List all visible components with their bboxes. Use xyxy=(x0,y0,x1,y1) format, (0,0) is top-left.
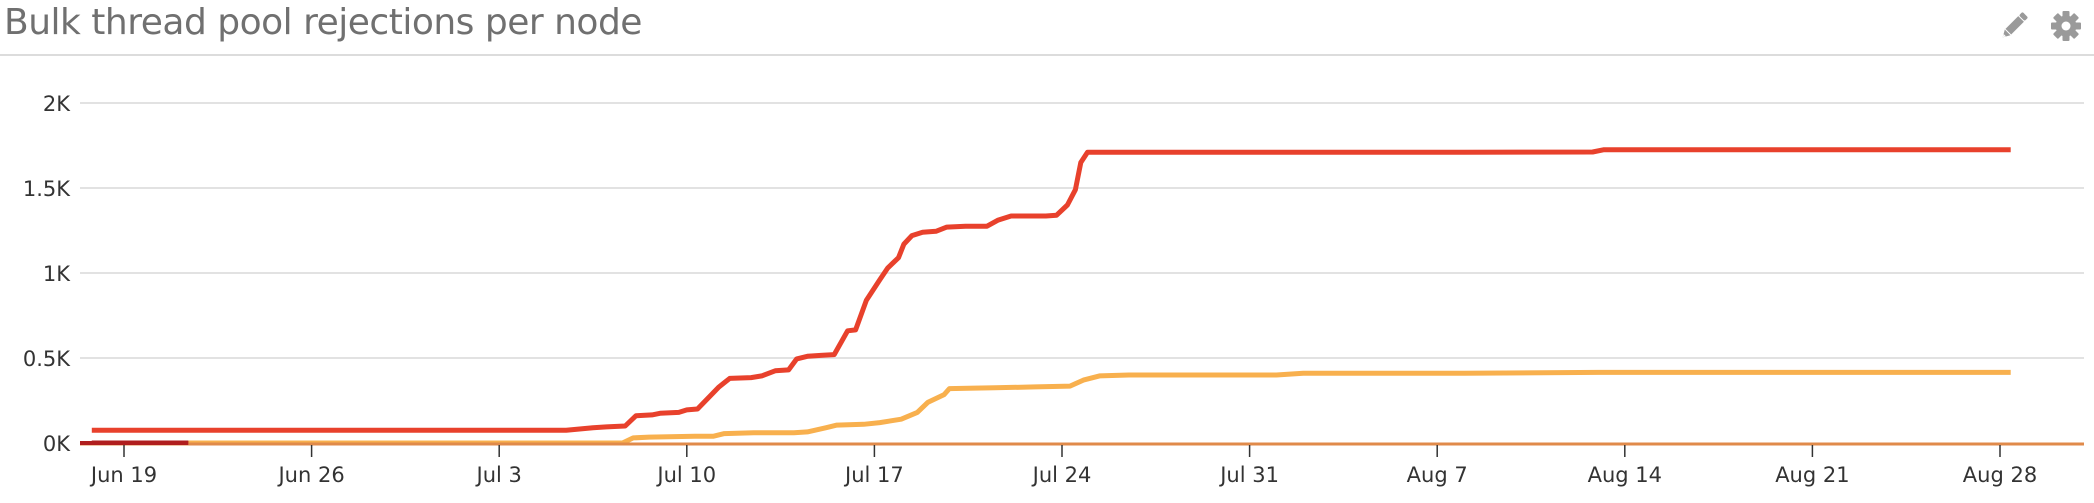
y-axis-label: 0K xyxy=(43,432,71,456)
x-axis-label: Jul 17 xyxy=(843,463,904,487)
x-axis-label: Jul 31 xyxy=(1218,463,1279,487)
y-axis-label: 1.5K xyxy=(23,177,71,201)
x-axis-label: Aug 21 xyxy=(1775,463,1849,487)
x-axis-label: Jun 26 xyxy=(276,463,344,487)
x-axis-label: Jun 19 xyxy=(89,463,157,487)
panel-header: Bulk thread pool rejections per node xyxy=(0,0,2094,56)
x-axis-label: Jul 3 xyxy=(475,463,522,487)
panel-title: Bulk thread pool rejections per node xyxy=(4,2,642,43)
x-axis-label: Aug 28 xyxy=(1963,463,2037,487)
x-axis-label: Jul 10 xyxy=(655,463,716,487)
x-axis-label: Aug 14 xyxy=(1588,463,1662,487)
y-axis-label: 2K xyxy=(43,92,71,116)
chart-canvas: 0K 0.5K 1K 1.5K 2K Jun 19 Jun 26 Jul 3 Jul 10 Jul… xyxy=(23,92,2084,487)
y-axis-label: 1K xyxy=(43,262,71,286)
y-axis-label: 0.5K xyxy=(23,347,71,371)
x-axis-label: Jul 24 xyxy=(1031,463,1092,487)
series-line-node-2 xyxy=(91,369,2011,446)
line-chart: 0K 0.5K 1K 1.5K 2K Jun 19 Jun 26 Jul 3 Jul 10 Jul… xyxy=(0,56,2094,503)
pencil-icon[interactable] xyxy=(1996,8,2032,44)
x-axis-label: Aug 7 xyxy=(1407,463,1468,487)
series-line-node-1 xyxy=(91,147,2011,433)
gear-icon[interactable] xyxy=(2048,8,2084,44)
